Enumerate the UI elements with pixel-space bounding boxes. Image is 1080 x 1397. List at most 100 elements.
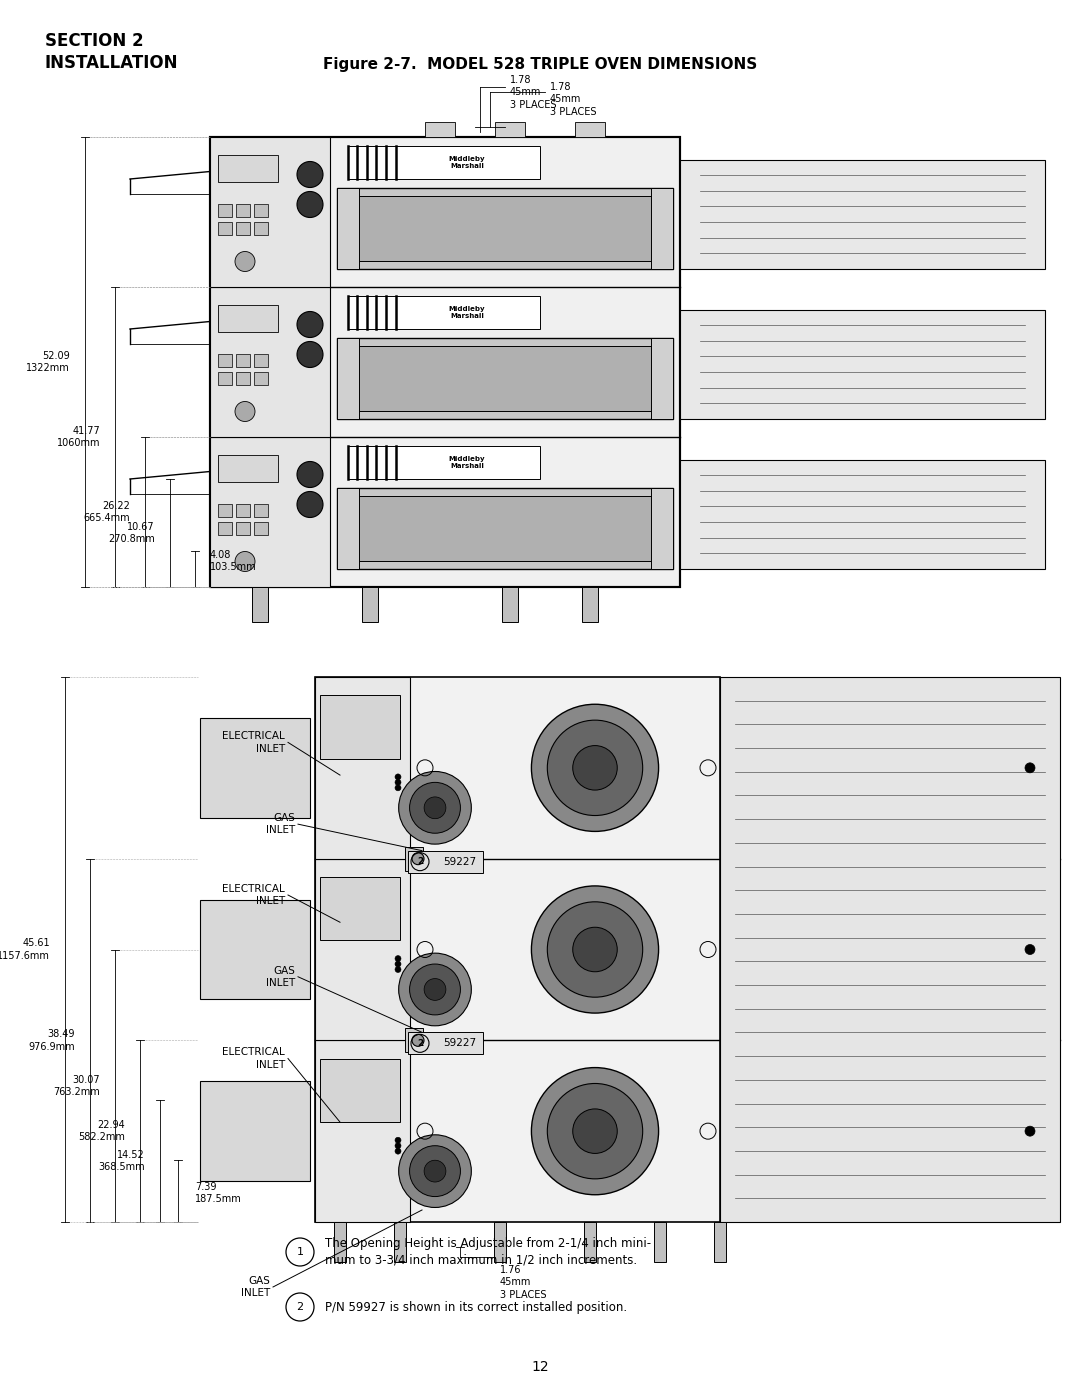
Circle shape	[297, 461, 323, 488]
Text: 22.94
582.2mm: 22.94 582.2mm	[78, 1120, 125, 1143]
Bar	[254, 503, 268, 517]
Text: 59227: 59227	[444, 856, 476, 866]
Circle shape	[411, 1034, 424, 1046]
Bar	[254, 204, 268, 217]
Circle shape	[424, 796, 446, 819]
Circle shape	[297, 341, 323, 367]
Circle shape	[1025, 1126, 1035, 1136]
Bar	[218, 372, 232, 384]
Circle shape	[548, 902, 643, 997]
Bar	[345, 196, 665, 261]
Bar	[200, 900, 310, 999]
Bar	[680, 310, 1045, 419]
Circle shape	[395, 785, 401, 791]
Circle shape	[409, 782, 460, 833]
Text: 52.09
1322mm: 52.09 1322mm	[26, 351, 70, 373]
Bar	[405, 847, 423, 870]
Bar	[495, 122, 525, 137]
Circle shape	[1025, 944, 1035, 954]
Text: 7.39
187.5mm: 7.39 187.5mm	[195, 1182, 242, 1204]
Circle shape	[411, 852, 424, 865]
Bar	[254, 372, 268, 384]
Bar	[320, 696, 400, 759]
Circle shape	[235, 251, 255, 271]
Bar	[210, 137, 330, 286]
Text: ELECTRICAL
INLET: ELECTRICAL INLET	[222, 731, 285, 753]
Circle shape	[395, 956, 401, 961]
Circle shape	[409, 964, 460, 1014]
Text: P/N 59927 is shown in its correct installed position.: P/N 59927 is shown in its correct instal…	[325, 1301, 627, 1313]
Text: SECTION 2
INSTALLATION: SECTION 2 INSTALLATION	[45, 32, 178, 73]
Circle shape	[399, 771, 471, 844]
Bar	[218, 222, 232, 235]
Bar	[200, 1081, 310, 1180]
Bar	[408, 851, 483, 873]
Text: GAS
INLET: GAS INLET	[266, 813, 295, 835]
Bar	[237, 503, 249, 517]
Bar	[200, 718, 310, 817]
Bar	[345, 496, 665, 562]
Circle shape	[424, 1161, 446, 1182]
Text: 41.77
1060mm: 41.77 1060mm	[56, 426, 100, 448]
Bar	[337, 189, 673, 270]
Circle shape	[572, 928, 618, 972]
Text: 1.76
45mm
3 PLACES: 1.76 45mm 3 PLACES	[500, 1266, 546, 1299]
Circle shape	[399, 1134, 471, 1207]
Text: 1.78
45mm
3 PLACES: 1.78 45mm 3 PLACES	[510, 75, 556, 110]
Bar	[337, 338, 359, 419]
Bar	[348, 446, 540, 479]
Text: 1.78
45mm
3 PLACES: 1.78 45mm 3 PLACES	[550, 82, 596, 117]
Bar	[254, 353, 268, 366]
Bar	[210, 286, 330, 437]
Bar	[218, 305, 278, 332]
Circle shape	[297, 312, 323, 338]
Bar	[218, 503, 232, 517]
Circle shape	[235, 552, 255, 571]
Bar	[582, 587, 598, 622]
Bar	[651, 338, 673, 419]
Bar	[315, 678, 720, 1222]
Circle shape	[572, 746, 618, 791]
Text: 12: 12	[531, 1361, 549, 1375]
Bar	[654, 1222, 666, 1261]
Bar	[315, 678, 410, 859]
Circle shape	[395, 1137, 401, 1143]
Bar	[252, 587, 268, 622]
Bar	[337, 189, 359, 270]
Bar	[426, 122, 455, 137]
Bar	[651, 189, 673, 270]
Circle shape	[531, 886, 659, 1013]
Bar	[210, 137, 680, 587]
Text: Figure 2-7.  MODEL 528 TRIPLE OVEN DIMENSIONS: Figure 2-7. MODEL 528 TRIPLE OVEN DIMENS…	[323, 57, 757, 73]
Bar	[218, 521, 232, 535]
Bar	[714, 1222, 726, 1261]
Text: 2: 2	[296, 1302, 303, 1312]
Bar	[210, 137, 680, 587]
Bar	[337, 488, 359, 569]
Bar	[218, 155, 278, 182]
Text: 1: 1	[297, 1248, 303, 1257]
Circle shape	[531, 1067, 659, 1194]
Text: Middleby
Marshall: Middleby Marshall	[448, 155, 485, 169]
Circle shape	[399, 953, 471, 1025]
Text: 2: 2	[417, 1039, 423, 1048]
Bar	[362, 587, 378, 622]
Bar	[210, 437, 330, 587]
Bar	[680, 460, 1045, 569]
Text: ELECTRICAL
INLET: ELECTRICAL INLET	[222, 1048, 285, 1070]
Text: GAS
INLET: GAS INLET	[266, 965, 295, 988]
Text: 4.08
103.5mm: 4.08 103.5mm	[210, 549, 257, 571]
Circle shape	[424, 978, 446, 1000]
Bar	[237, 222, 249, 235]
Bar	[575, 122, 605, 137]
Bar	[494, 1222, 507, 1261]
Bar	[394, 1222, 406, 1261]
Circle shape	[572, 1109, 618, 1154]
Bar	[405, 1028, 423, 1052]
Text: Middleby
Marshall: Middleby Marshall	[448, 306, 485, 320]
Text: The Opening Height is Adjustable from 2-1/4 inch mini-
mum to 3-3/4 inch maximum: The Opening Height is Adjustable from 2-…	[325, 1238, 651, 1267]
Circle shape	[395, 1143, 401, 1148]
Circle shape	[409, 1146, 460, 1197]
Bar	[348, 147, 540, 179]
Circle shape	[395, 1148, 401, 1154]
